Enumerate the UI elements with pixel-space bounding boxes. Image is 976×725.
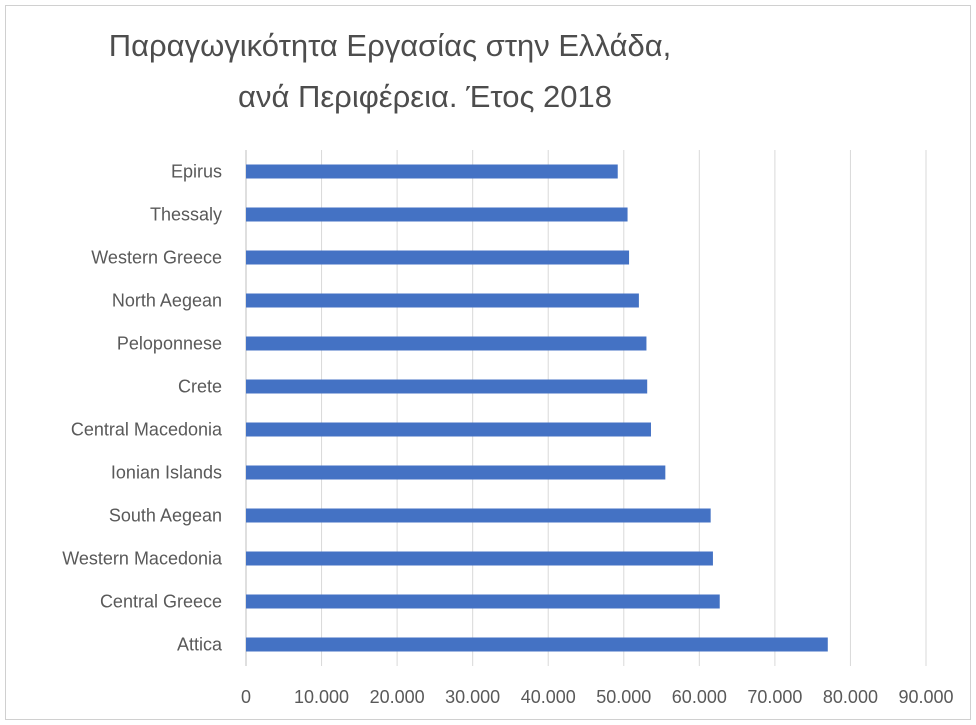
x-tick-label: 80.000 bbox=[823, 687, 878, 707]
category-label: Thessaly bbox=[150, 205, 222, 225]
x-tick-label: 70.000 bbox=[747, 687, 802, 707]
bar bbox=[246, 422, 651, 437]
bar bbox=[246, 207, 628, 222]
bar bbox=[246, 465, 666, 480]
bar bbox=[246, 637, 828, 652]
bar bbox=[246, 508, 711, 523]
x-tick-label: 50.000 bbox=[596, 687, 651, 707]
category-label: Crete bbox=[178, 377, 222, 397]
x-tick-label: 60.000 bbox=[672, 687, 727, 707]
bar bbox=[246, 594, 720, 609]
x-tick-label: 30.000 bbox=[445, 687, 500, 707]
bar bbox=[246, 379, 648, 394]
category-label: Ionian Islands bbox=[111, 463, 222, 483]
chart-title: Παραγωγικότητα Εργασίας στην Ελλάδα, ανά… bbox=[0, 20, 780, 122]
x-tick-label: 20.000 bbox=[370, 687, 425, 707]
category-label: Western Greece bbox=[91, 248, 222, 268]
bar bbox=[246, 551, 713, 566]
chart-title-line-2: ανά Περιφέρεια. Έτος 2018 bbox=[238, 79, 612, 114]
bar bbox=[246, 293, 639, 308]
bar bbox=[246, 250, 630, 265]
chart-title-line-1: Παραγωγικότητα Εργασίας στην Ελλάδα, bbox=[108, 28, 672, 63]
x-tick-label: 0 bbox=[241, 687, 251, 707]
category-label: Epirus bbox=[171, 162, 222, 182]
x-tick-label: 90.000 bbox=[898, 687, 953, 707]
bar bbox=[246, 336, 647, 351]
category-label: South Aegean bbox=[109, 506, 222, 526]
category-label: Western Macedonia bbox=[62, 549, 223, 569]
category-label: Peloponnese bbox=[117, 334, 222, 354]
category-label: Attica bbox=[177, 635, 223, 655]
category-label: Central Greece bbox=[100, 592, 222, 612]
x-tick-label: 10.000 bbox=[294, 687, 349, 707]
category-label: Central Macedonia bbox=[71, 420, 223, 440]
category-label: North Aegean bbox=[112, 291, 222, 311]
x-tick-label: 40.000 bbox=[521, 687, 576, 707]
bar bbox=[246, 164, 618, 179]
